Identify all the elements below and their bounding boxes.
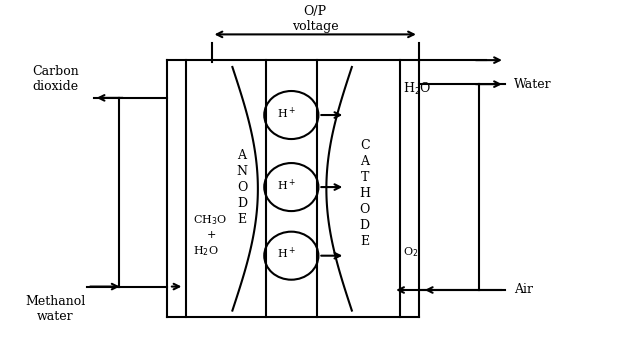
Text: H$^+$: H$^+$ [276, 246, 296, 261]
Text: H$^+$: H$^+$ [276, 105, 296, 121]
Text: Carbon
dioxide: Carbon dioxide [32, 65, 79, 93]
Text: O/P
voltage: O/P voltage [292, 5, 339, 33]
Text: Methanol
water: Methanol water [26, 295, 86, 323]
Text: CH$_3$O
    +
H$_2$O: CH$_3$O + H$_2$O [193, 213, 227, 257]
Text: C
A
T
H
O
D
E: C A T H O D E [359, 139, 370, 248]
Text: Water: Water [515, 78, 552, 91]
Text: Air: Air [515, 283, 533, 297]
Text: A
N
O
D
E: A N O D E [236, 149, 248, 226]
Text: O$_2$: O$_2$ [403, 246, 418, 259]
Text: H$_2$O: H$_2$O [403, 81, 431, 97]
Text: H$^+$: H$^+$ [276, 177, 296, 193]
